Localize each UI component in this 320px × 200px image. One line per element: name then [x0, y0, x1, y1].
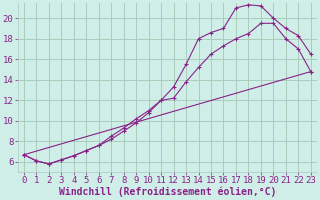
X-axis label: Windchill (Refroidissement éolien,°C): Windchill (Refroidissement éolien,°C) [59, 187, 276, 197]
